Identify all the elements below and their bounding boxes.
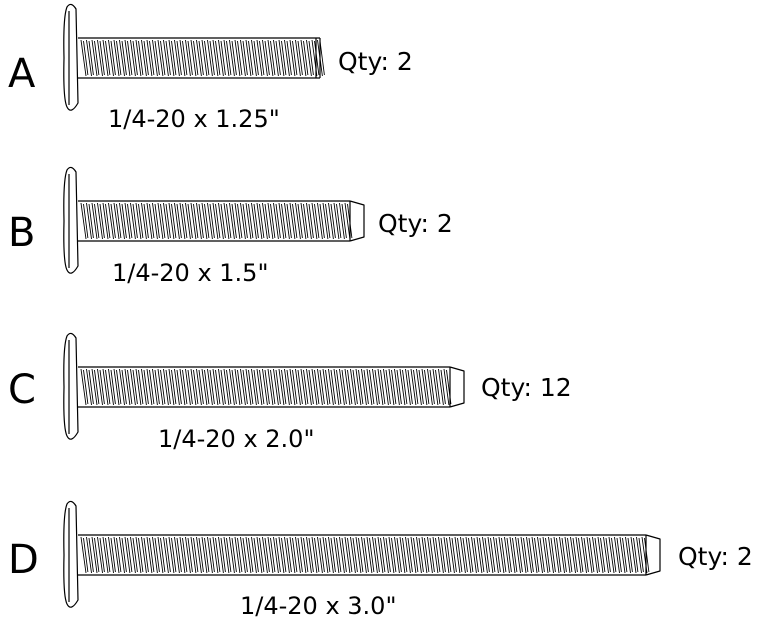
part-b-qty: Qty: 2 bbox=[378, 209, 453, 238]
part-d-size: 1/4-20 x 3.0" bbox=[240, 592, 397, 620]
part-c: C Qty: 12 1/4-20 x 2.0" bbox=[8, 332, 572, 453]
part-c-bolt-icon bbox=[63, 332, 465, 440]
part-c-letter: C bbox=[8, 367, 36, 413]
part-a: A Qty: 2 1/4-20 x 1.25" bbox=[8, 3, 413, 133]
part-b-bolt-icon bbox=[63, 166, 365, 274]
part-a-qty: Qty: 2 bbox=[338, 47, 413, 76]
part-d-letter: D bbox=[8, 537, 39, 583]
part-c-size: 1/4-20 x 2.0" bbox=[158, 425, 315, 453]
part-b-letter: B bbox=[8, 210, 35, 256]
part-a-size: 1/4-20 x 1.25" bbox=[108, 105, 280, 133]
part-b-size: 1/4-20 x 1.5" bbox=[112, 259, 269, 287]
part-a-letter: A bbox=[8, 51, 36, 97]
part-d-bolt-icon bbox=[63, 500, 661, 608]
part-d-qty: Qty: 2 bbox=[678, 542, 753, 571]
part-a-bolt-icon bbox=[63, 3, 325, 111]
part-d: D Qty: 2 1/4-20 x 3.0" bbox=[8, 500, 753, 620]
part-c-qty: Qty: 12 bbox=[481, 373, 572, 402]
part-b: B Qty: 2 1/4-20 x 1.5" bbox=[8, 166, 453, 287]
